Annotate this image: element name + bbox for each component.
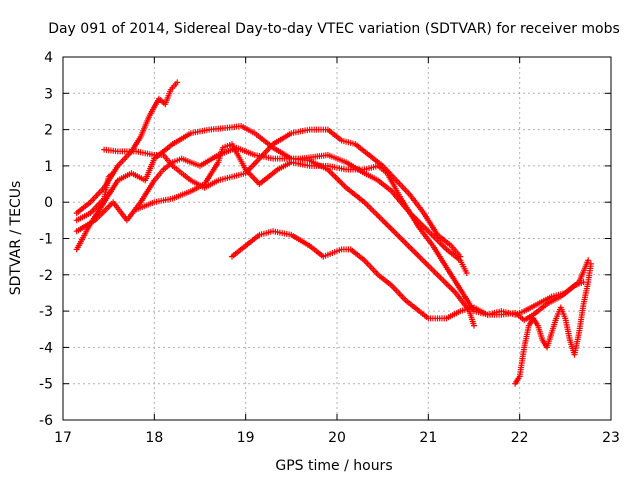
x-tick-label: 20	[328, 430, 346, 446]
y-tick-label: 3	[44, 86, 53, 102]
x-axis-ticks: 17 18 19 20 21 22 23	[54, 57, 620, 446]
x-tick-label: 21	[419, 430, 437, 446]
y-tick-label: 2	[44, 123, 53, 139]
y-tick-label: -6	[39, 413, 53, 429]
y-tick-label: -1	[39, 232, 53, 248]
y-axis-label: SDTVAR / TECUs	[8, 181, 24, 296]
grid-lines	[63, 57, 611, 420]
plus-markers	[101, 126, 464, 260]
y-tick-label: 4	[44, 50, 53, 66]
x-tick-label: 17	[54, 430, 72, 446]
plus-markers	[73, 144, 470, 276]
series-arc-3	[73, 144, 470, 276]
x-tick-label: 18	[145, 430, 163, 446]
x-tick-label: 22	[511, 430, 529, 446]
x-tick-label: 23	[602, 430, 620, 446]
x-axis-label: GPS time / hours	[275, 458, 392, 474]
plus-markers	[73, 170, 117, 224]
series-arc-6	[133, 141, 587, 318]
chart-title: Day 091 of 2014, Sidereal Day-to-day VTE…	[48, 21, 620, 37]
series-arc-7	[229, 228, 592, 324]
data-series	[73, 79, 594, 387]
y-tick-label: 0	[44, 195, 53, 211]
x-tick-label: 19	[237, 430, 255, 446]
series-arc-4	[73, 170, 117, 224]
y-tick-label: -2	[39, 268, 53, 284]
series-arc-5	[101, 126, 464, 260]
y-tick-label: -5	[39, 377, 53, 393]
plus-markers	[133, 141, 587, 318]
y-tick-label: 1	[44, 159, 53, 175]
plus-markers	[229, 228, 592, 324]
series-arc-8	[512, 260, 594, 387]
y-tick-label: -3	[39, 304, 53, 320]
y-tick-label: -4	[39, 340, 53, 356]
y-axis-ticks: -6 -5 -4 -3 -2 -1 0 1 2 3 4	[39, 50, 611, 429]
plus-markers	[512, 260, 594, 387]
